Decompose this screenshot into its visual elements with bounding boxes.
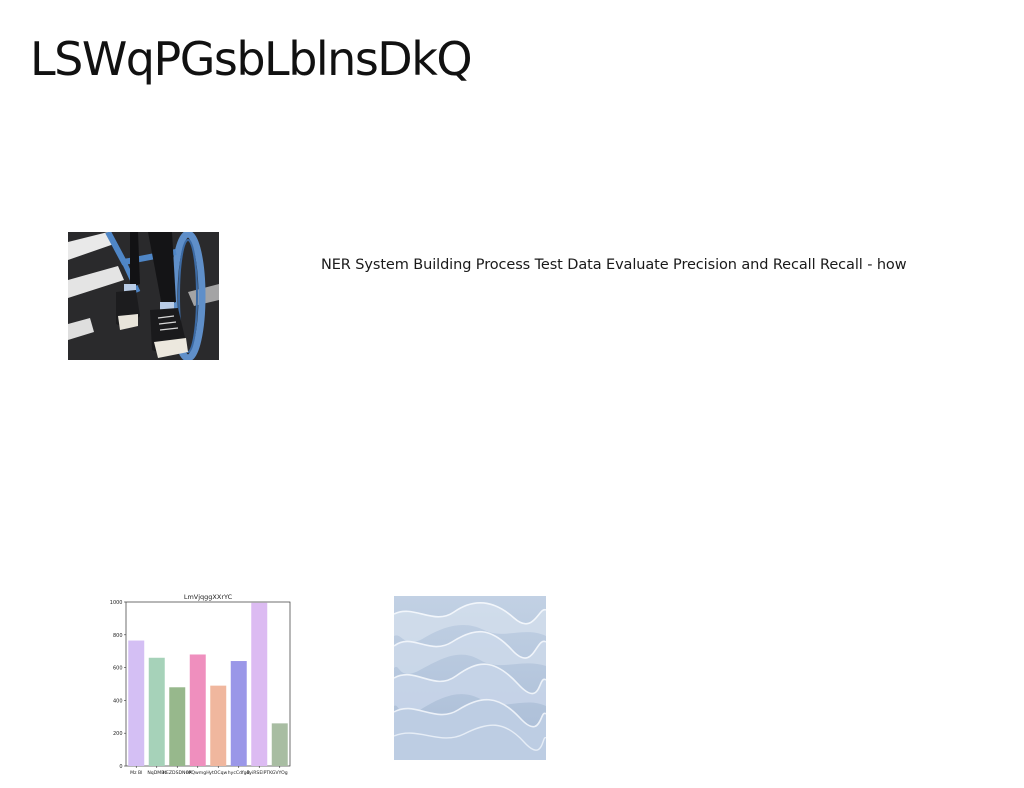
chart-bar: [169, 687, 186, 766]
chart-bar: [210, 685, 227, 766]
y-tick-label: 600: [113, 666, 123, 672]
chart-bar: [128, 640, 145, 766]
x-tick-label: hycCdfgB: [228, 770, 250, 776]
x-tick-label: ePQwmgH: [186, 770, 210, 776]
y-tick-label: 1000: [110, 600, 123, 606]
chart-bar: [148, 657, 165, 766]
x-tick-label: ytOCqw: [209, 770, 227, 776]
x-tick-label: HEZDSDNOX: [163, 770, 192, 776]
y-tick-label: 800: [113, 633, 123, 639]
y-tick-label: 0: [119, 764, 122, 770]
wave-texture-image: [394, 596, 546, 760]
chart-bar: [230, 661, 247, 766]
body-paragraph: NER System Building Process Test Data Ev…: [321, 257, 907, 273]
chart-bar: [251, 602, 268, 766]
x-tick-label: GVYOg: [272, 770, 288, 776]
chart-frame: [125, 601, 291, 767]
chart-bar: [189, 654, 206, 766]
chart-bar: [271, 723, 288, 766]
x-tick-label: dyiRSEIPTK: [246, 770, 273, 776]
bicycle-sneakers-photo: [68, 232, 219, 360]
page-title: LSWqPGsbLblnsDkQ: [30, 32, 473, 86]
y-tick-label: 400: [113, 698, 123, 704]
chart-title: LmVjqggXXrYC: [184, 593, 233, 601]
bar-chart: LmVjqggXXrYC 0 200 400 600 800 1000 Mz Bl NqDMBt…: [104, 590, 294, 780]
x-tick-label: Mz Bl: [130, 770, 142, 776]
y-tick-label: 200: [113, 731, 123, 737]
x-tick-label: NqDMBt: [147, 770, 166, 776]
